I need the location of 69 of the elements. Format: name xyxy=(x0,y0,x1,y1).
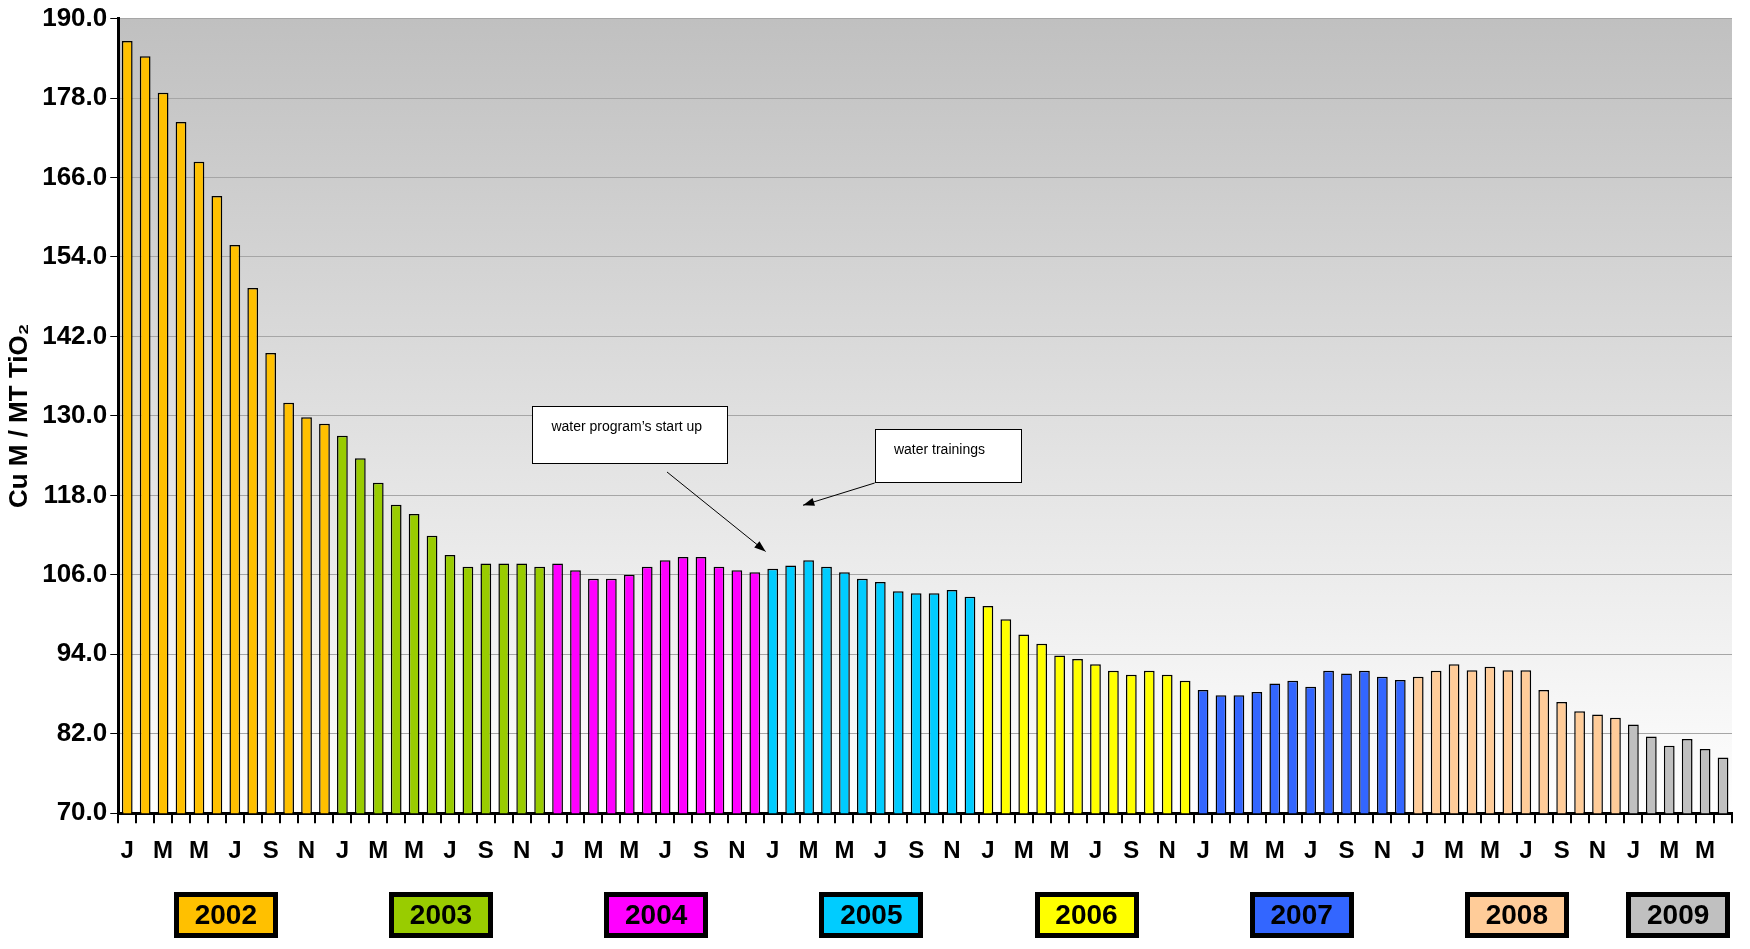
x-tick-label: M xyxy=(188,836,209,864)
y-tick-label: 130.0 xyxy=(42,399,108,430)
x-tick-label: J xyxy=(443,836,457,864)
x-tick-label: J xyxy=(873,836,887,864)
x-tick-label: S xyxy=(692,836,710,864)
x-tick-label: M xyxy=(1228,836,1249,864)
callout-box: water program’s start up xyxy=(532,405,728,464)
y-tick-label: 70.0 xyxy=(56,796,108,827)
series-label: 2008 xyxy=(1464,892,1569,938)
x-tick-label: S xyxy=(1123,836,1140,864)
x-tick-label: S xyxy=(262,836,279,864)
x-tick-label: M xyxy=(1444,836,1465,864)
x-tick-label: J xyxy=(981,836,995,864)
series-label: 2005 xyxy=(819,892,924,938)
x-tick-label: J xyxy=(335,836,350,864)
y-tick-label: 190.0 xyxy=(42,1,108,32)
x-tick-label: M xyxy=(798,836,819,864)
annotation: water program’s start up xyxy=(551,417,703,434)
x-tick-label: M xyxy=(1659,836,1680,864)
x-tick-label: S xyxy=(908,836,925,864)
x-tick-label: N xyxy=(297,836,316,864)
y-tick-label: 118.0 xyxy=(43,478,108,509)
x-tick-label: N xyxy=(1588,836,1607,864)
x-tick-label: J xyxy=(1196,836,1210,864)
x-tick-label: M xyxy=(619,836,640,864)
x-tick-label: M xyxy=(1264,836,1285,864)
x-tick-label: M xyxy=(583,836,604,864)
x-tick-label: S xyxy=(1553,836,1570,864)
y-tick-label: 178.0 xyxy=(42,81,108,112)
y-axis-title: Cu M / MT TiO₂ xyxy=(2,323,33,509)
y-tick-label: 154.0 xyxy=(42,240,108,271)
x-tick-label: M xyxy=(834,836,855,864)
x-tick-label: J xyxy=(658,836,672,864)
x-tick-label: M xyxy=(404,836,425,864)
x-tick-label: J xyxy=(120,836,134,864)
x-tick-label: N xyxy=(513,836,531,864)
y-tick-label: 82.0 xyxy=(56,716,108,747)
x-tick-label: J xyxy=(550,836,565,864)
series-label: 2009 xyxy=(1626,892,1731,938)
callout-box: water trainings xyxy=(874,429,1022,484)
x-tick-label: J xyxy=(1088,836,1103,864)
y-tick-label: 94.0 xyxy=(56,637,108,668)
x-tick-label: S xyxy=(1338,836,1355,864)
series-label: 2004 xyxy=(604,892,709,938)
x-tick-label: M xyxy=(368,836,389,864)
x-tick-label: M xyxy=(1479,836,1500,864)
x-tick-label: S xyxy=(477,836,494,864)
x-tick-label: N xyxy=(1373,836,1392,864)
series-label: 2002 xyxy=(173,892,278,938)
x-tick-label: J xyxy=(766,836,780,864)
x-tick-label: J xyxy=(1519,836,1533,864)
series-label: 2006 xyxy=(1034,892,1139,938)
x-tick-label: M xyxy=(1049,836,1070,864)
y-tick-label: 166.0 xyxy=(42,160,108,191)
x-tick-label: N xyxy=(943,836,961,864)
x-tick-label: N xyxy=(1158,836,1176,864)
x-tick-label: M xyxy=(153,836,174,864)
y-tick-label: 142.0 xyxy=(42,319,108,350)
x-tick-label: J xyxy=(228,836,242,864)
series-label: 2007 xyxy=(1249,892,1354,938)
y-tick-label: 106.0 xyxy=(42,557,108,588)
x-tick-label: N xyxy=(728,836,746,864)
x-tick-label: M xyxy=(1013,836,1034,864)
x-tick-label: M xyxy=(1695,836,1716,864)
x-tick-label: J xyxy=(1303,836,1318,864)
series-label: 2003 xyxy=(389,892,493,938)
x-tick-label: J xyxy=(1411,836,1425,864)
annotation: water trainings xyxy=(893,441,985,458)
x-tick-label: J xyxy=(1626,836,1641,864)
